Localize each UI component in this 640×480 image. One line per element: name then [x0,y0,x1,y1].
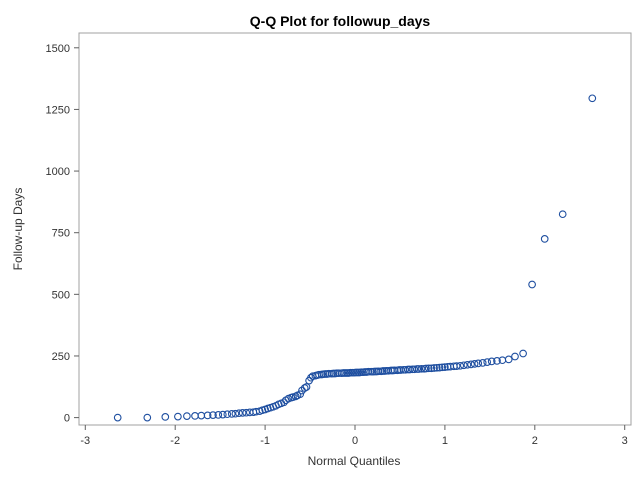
data-point [438,363,447,372]
data-point [209,411,217,419]
y-axis: 0 250 500 750 1000 1250 1500 [46,43,79,425]
x-tick-label: 0 [352,435,358,447]
data-point [307,373,315,382]
data-point [223,410,232,419]
data-point [459,361,468,370]
x-tick-label: -3 [80,435,90,447]
x-tick-label: 2 [532,435,538,447]
data-points [113,94,597,422]
y-tick-label: 1500 [46,43,70,55]
y-tick-label: 0 [64,413,70,425]
data-point [435,363,444,372]
data-point [424,364,433,373]
data-point [410,365,419,374]
plot-frame [78,32,632,426]
data-point [441,363,449,371]
x-axis-label: Normal Quantiles [308,454,401,468]
data-point [238,409,247,417]
data-point [432,363,441,372]
y-tick-label: 1250 [46,104,70,116]
data-point [456,361,465,370]
data-point [463,360,472,369]
data-point [528,280,536,289]
x-tick-label: 1 [442,435,448,447]
x-tick-label: -2 [170,435,180,447]
data-point [203,411,212,420]
data-point [470,360,479,368]
x-tick-label: -1 [260,435,270,447]
x-tick-label: 3 [622,435,628,447]
chart-title: Q-Q Plot for followup_days [250,13,431,29]
data-point [519,349,527,358]
y-tick-label: 500 [52,289,70,301]
data-point [588,94,597,103]
y-axis-label: Follow-up Days [11,188,25,271]
data-point [430,364,438,372]
data-point [483,358,492,366]
y-tick-label: 250 [52,351,70,363]
data-point [487,357,496,366]
data-point [296,390,305,399]
x-axis: -3 -2 -1 0 1 2 3 [80,425,628,447]
data-point [242,408,251,417]
data-point [414,365,423,373]
data-point [143,413,152,422]
data-point [227,410,236,418]
data-point [231,409,240,418]
data-point [302,383,311,391]
data-point [422,364,430,373]
data-point [280,398,288,407]
data-point [405,365,414,374]
data-point [113,413,122,422]
data-point [493,357,501,365]
data-point [417,364,426,373]
data-point [197,411,206,420]
data-point [218,410,227,419]
y-tick-label: 750 [52,228,70,240]
data-point [504,355,513,364]
data-point [478,359,487,367]
data-point [452,362,461,370]
data-point [235,409,243,418]
data-point [540,235,549,243]
data-point [467,360,475,369]
data-point [474,359,483,368]
data-point [191,412,199,420]
data-point [511,352,519,361]
data-point [401,365,410,374]
data-point [558,210,567,219]
data-point [427,364,436,373]
data-point [161,413,170,421]
y-tick-label: 1000 [46,166,70,178]
data-point [174,412,182,421]
data-point [214,411,223,419]
data-point [183,412,191,420]
